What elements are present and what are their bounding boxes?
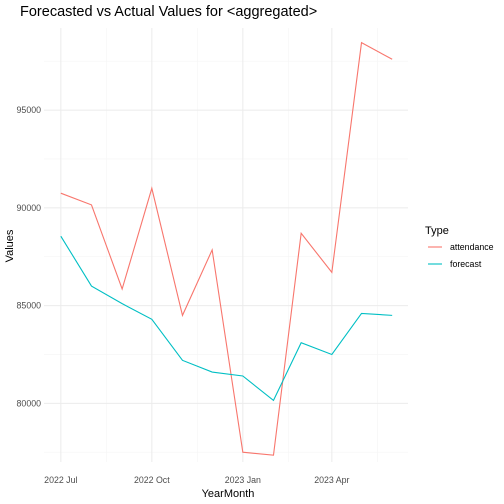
y-tick-label: 80000 <box>17 398 42 408</box>
legend-label-forecast: forecast <box>450 259 482 269</box>
legend: Type attendance forecast <box>425 225 494 269</box>
legend-items: attendance forecast <box>428 242 494 269</box>
y-axis-title: Values <box>4 229 16 262</box>
series-line-attendance <box>60 41 393 456</box>
x-tick-label: 2023 Jan <box>225 475 261 485</box>
y-axis-ticks: 80000 85000 90000 95000 <box>17 105 42 408</box>
chart-title: Forecasted vs Actual Values for <aggrega… <box>20 4 317 20</box>
x-tick-label: 2022 Jul <box>44 475 77 485</box>
y-tick-label: 85000 <box>17 301 42 311</box>
series-layer <box>60 41 393 456</box>
series-line-forecast <box>60 235 393 402</box>
grid-lines <box>44 28 408 462</box>
legend-label-attendance: attendance <box>450 242 494 252</box>
x-axis-title: YearMonth <box>202 488 255 500</box>
y-tick-label: 95000 <box>17 105 42 115</box>
x-axis-ticks: 2022 Jul 2022 Oct 2023 Jan 2023 Apr <box>44 475 349 485</box>
x-tick-label: 2023 Apr <box>314 475 349 485</box>
x-tick-label: 2022 Oct <box>134 475 170 485</box>
legend-title: Type <box>425 225 449 237</box>
y-tick-label: 90000 <box>17 203 42 213</box>
